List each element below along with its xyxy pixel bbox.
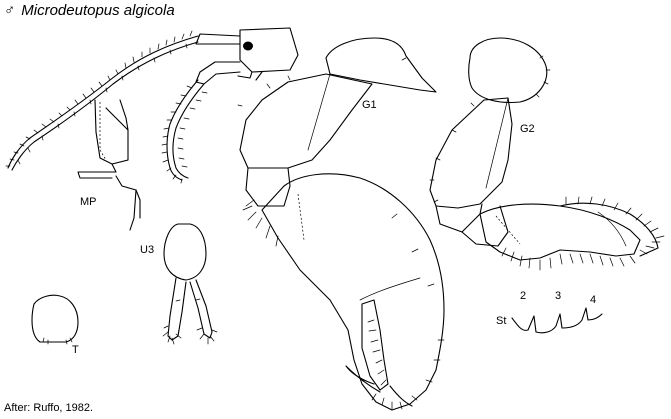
label-g2: G2 (520, 123, 535, 135)
label-st: St (496, 315, 507, 327)
g2-drawing (429, 37, 665, 271)
label-g1: G1 (362, 99, 377, 111)
head-drawing (237, 27, 299, 81)
u3-drawing (162, 223, 218, 345)
label-mp: MP (80, 196, 97, 208)
antenna-2-drawing (161, 61, 241, 184)
credit-text: After: Ruffo, 1982. (4, 402, 94, 414)
antenna-1-drawing (5, 30, 241, 171)
mp-drawing (77, 99, 141, 231)
label-st-3: 3 (555, 290, 562, 302)
male-symbol: ♂ (4, 2, 16, 19)
species-name: Microdeutopus algicola (21, 2, 175, 19)
telson-drawing (31, 294, 79, 345)
sternal-drawing (511, 307, 603, 334)
label-st-4: 4 (590, 294, 597, 306)
g1-drawing (237, 37, 445, 411)
label-st-2: 2 (520, 290, 527, 302)
label-t: T (72, 344, 79, 356)
figure-title: ♂ Microdeutopus algicola (4, 2, 175, 19)
label-u3: U3 (140, 244, 155, 256)
